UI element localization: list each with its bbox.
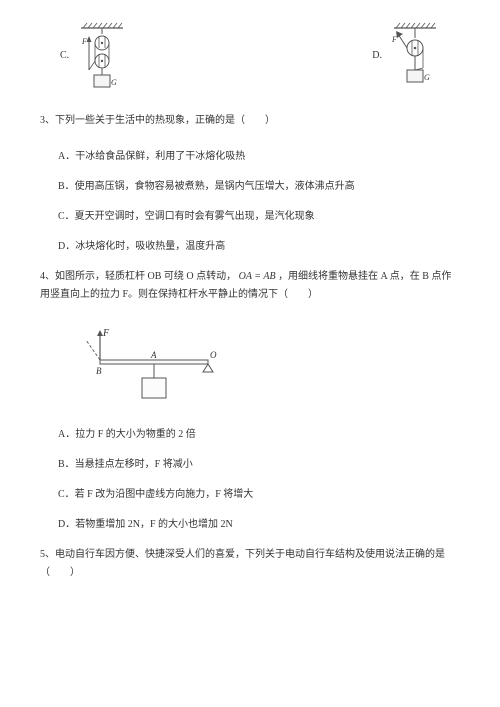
label-f: F [102,328,110,339]
q3-stem: 3、下列一些关于生活中的热现象，正确的是（ ） [40,112,460,130]
q3-option-b: B．使用高压锅，食物容易被煮熟，是锅内气压增大，液体沸点升高 [58,178,460,196]
label-o: O [210,350,217,360]
q4-diagram-wrap: F B A O [80,322,460,412]
options-cd-row: C. [40,20,460,92]
label-g: G [424,73,430,82]
label-b: B [96,366,102,376]
q4-option-b: B．当悬挂点左移时，F 将减小 [58,456,460,474]
q4-stem-eq: OA = AB [239,271,276,282]
q4-stem-part1: 4、如图所示，轻质杠杆 OB 可绕 O 点转动， [40,271,236,282]
q4-stem: 4、如图所示，轻质杠杆 OB 可绕 O 点转动， OA = AB ，用细线将重物… [40,268,460,304]
pulley-diagram-d: F G [390,20,440,92]
label-a: A [150,350,157,360]
label-f: F [391,35,397,44]
option-d-label: D. [372,47,382,65]
pulley-diagram-c: F G [77,20,127,92]
lever-diagram: F B A O [80,322,230,412]
label-f: F [81,37,87,46]
q5-stem: 5、电动自行车因方便、快捷深受人们的喜爱，下列关于电动自行车结构及使用说法正确的… [40,546,460,582]
option-c: C. [60,20,127,92]
option-c-label: C. [60,47,69,65]
q4-option-a: A．拉力 F 的大小为物重的 2 倍 [58,426,460,444]
q4-option-d: D．若物重增加 2N，F 的大小也增加 2N [58,516,460,534]
q3-option-c: C．夏天开空调时，空调口有时会有雾气出现，是汽化现象 [58,208,460,226]
q3-option-a: A．干冰给食品保鲜，利用了干冰熔化吸热 [58,148,460,166]
q4-option-c: C．若 F 改为沿图中虚线方向施力，F 将增大 [58,486,460,504]
option-d: D. F G [372,20,440,92]
q3-option-d: D．冰块熔化时，吸收热量，温度升高 [58,238,460,256]
label-g: G [111,78,117,87]
